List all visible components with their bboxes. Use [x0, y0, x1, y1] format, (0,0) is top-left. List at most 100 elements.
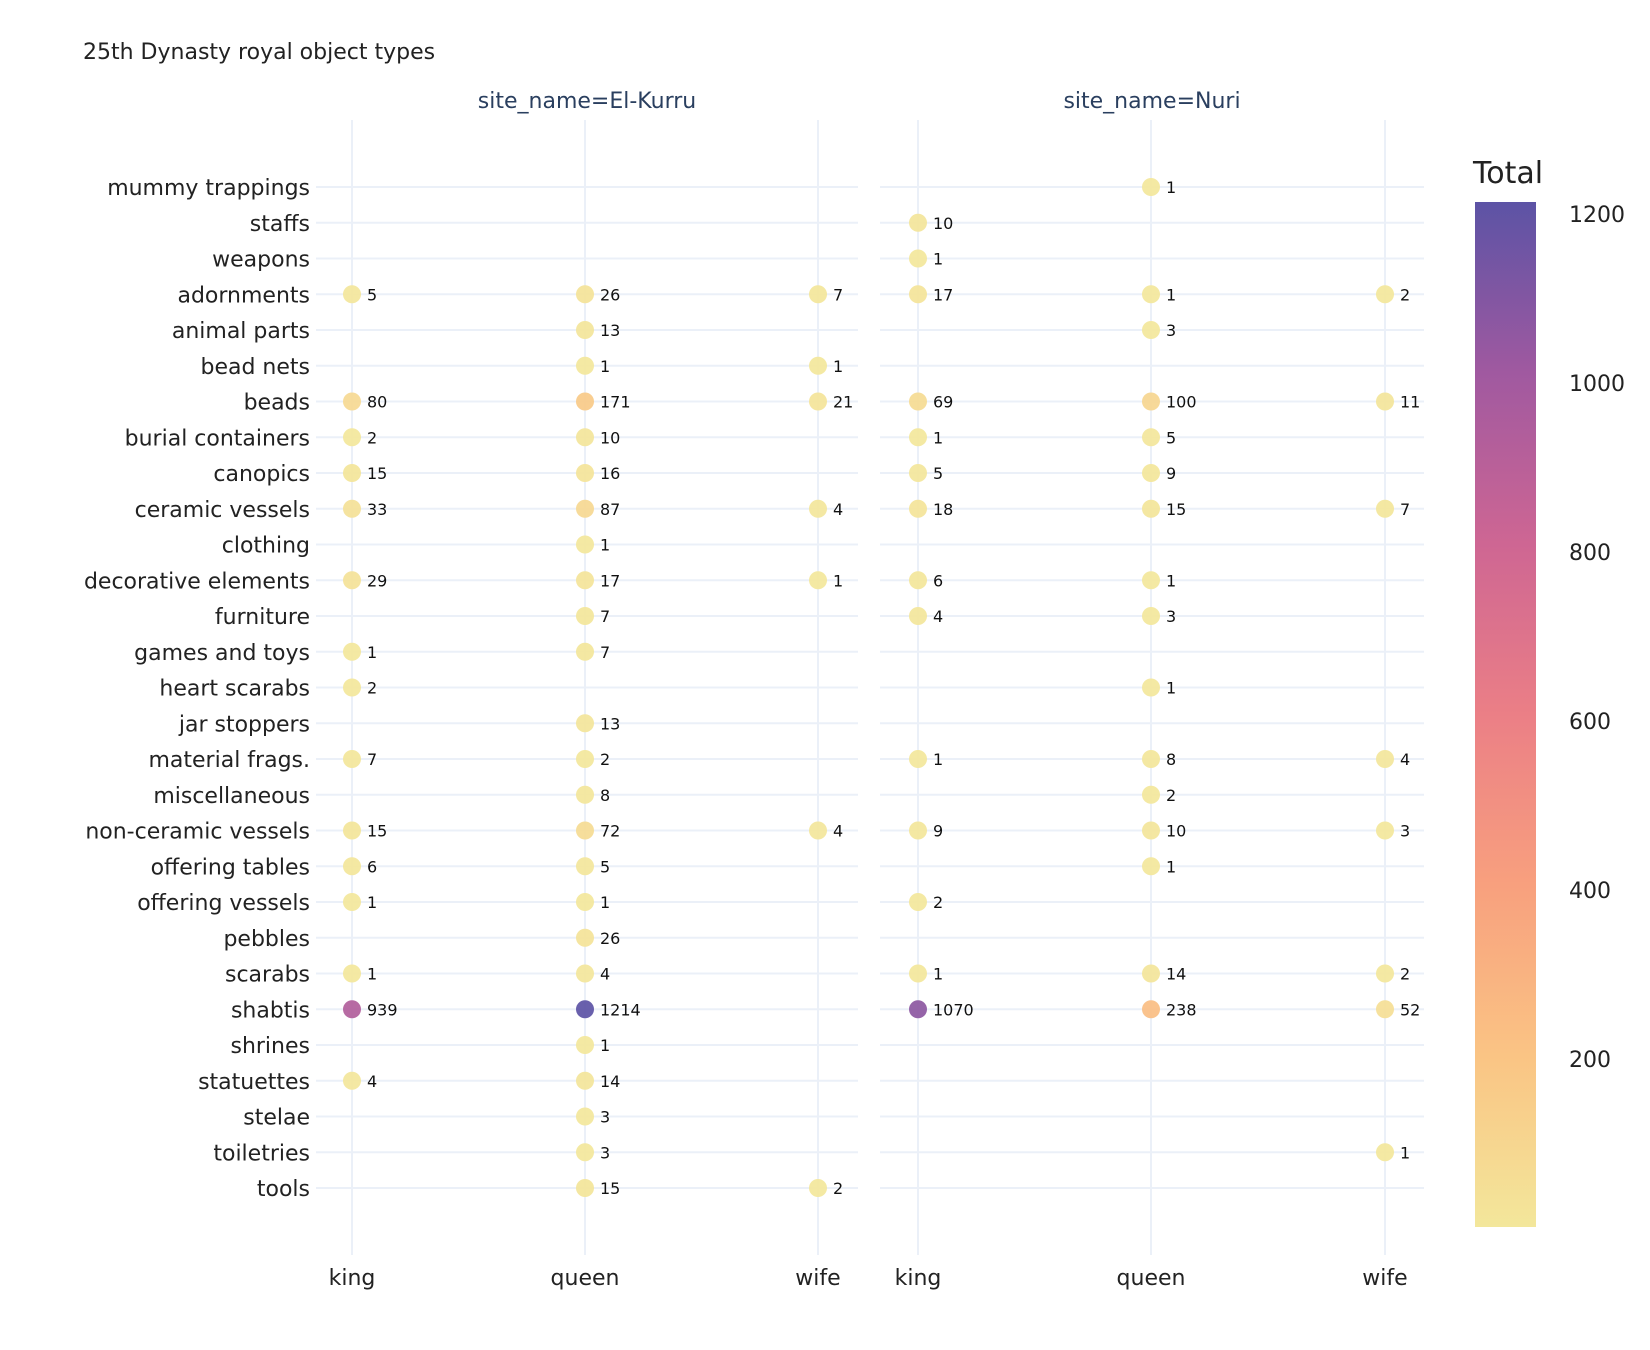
- y-tick-jar-stoppers: jar stoppers: [178, 712, 310, 737]
- colorbar-tick-800: 800: [1569, 541, 1611, 566]
- colorbar-tick-600: 600: [1569, 710, 1611, 735]
- y-tick-heart-scarabs: heart scarabs: [159, 677, 310, 702]
- x-tick-wife-1: wife: [795, 1266, 840, 1291]
- label-ceramic-vessels-king-1: 33: [367, 500, 387, 519]
- label-adornments-wife-1: 7: [833, 285, 843, 304]
- marker-weapons-king-2: [909, 249, 927, 268]
- marker-furniture-king-2: [909, 607, 927, 625]
- marker-non-ceramic-vessels-wife-1: [809, 821, 827, 840]
- y-tick-games-and-toys: games and toys: [134, 641, 310, 666]
- label-staffs-king-2: 10: [933, 214, 953, 233]
- label-ceramic-vessels-wife-2: 7: [1400, 500, 1410, 519]
- label-adornments-queen-1: 26: [600, 285, 620, 304]
- marker-material-frags-king-2: [909, 750, 927, 768]
- y-tick-staffs: staffs: [250, 212, 310, 237]
- y-tick-miscellaneous: miscellaneous: [153, 784, 310, 809]
- y-tick-offering-vessels: offering vessels: [137, 891, 310, 916]
- label-games-and-toys-king-1: 1: [367, 643, 377, 662]
- marker-ceramic-vessels-king-2: [909, 499, 927, 518]
- marker-heart-scarabs-king-1: [343, 678, 361, 697]
- marker-material-frags-wife-2: [1376, 750, 1394, 768]
- marker-toiletries-queen-1: [576, 1143, 594, 1162]
- label-shabtis-king-2: 1070: [933, 1000, 974, 1019]
- y-tick-beads: beads: [244, 391, 310, 416]
- label-offering-vessels-king-2: 2: [933, 893, 943, 912]
- marker-shabtis-king-2: [909, 1000, 927, 1019]
- label-canopics-king-2: 5: [933, 464, 943, 483]
- label-decorative-elements-wife-1: 1: [833, 571, 843, 590]
- label-stelae-queen-1: 3: [600, 1108, 610, 1127]
- marker-ceramic-vessels-queen-1: [576, 499, 594, 518]
- x-tick-wife-2: wife: [1362, 1266, 1407, 1291]
- label-bead-nets-wife-1: 1: [833, 357, 843, 376]
- label-ceramic-vessels-wife-1: 4: [833, 500, 843, 519]
- marker-staffs-king-2: [909, 213, 927, 232]
- x-tick-king-2: king: [895, 1266, 942, 1291]
- label-material-frags-queen-1: 2: [600, 750, 610, 769]
- label-non-ceramic-vessels-king-1: 15: [367, 822, 387, 841]
- y-tick-statuettes: statuettes: [198, 1070, 310, 1095]
- marker-non-ceramic-vessels-wife-2: [1376, 821, 1394, 840]
- facet-titles: site_name=El-Kurru site_name=Nuri: [478, 89, 1241, 114]
- label-beads-queen-2: 100: [1166, 393, 1197, 412]
- label-statuettes-king-1: 4: [367, 1072, 377, 1091]
- facet-title-1: site_name=El-Kurru: [478, 89, 696, 114]
- marker-offering-tables-queen-2: [1142, 857, 1160, 876]
- label-pebbles-queen-1: 26: [600, 929, 620, 948]
- marker-decorative-elements-queen-1: [576, 571, 594, 590]
- label-non-ceramic-vessels-wife-1: 4: [833, 822, 843, 841]
- marker-decorative-elements-king-1: [343, 571, 361, 590]
- marker-shrines-queen-1: [576, 1036, 594, 1054]
- marker-ceramic-vessels-king-1: [343, 499, 361, 518]
- marker-adornments-queen-2: [1142, 285, 1160, 304]
- marker-non-ceramic-vessels-king-2: [909, 821, 927, 840]
- marker-decorative-elements-wife-1: [809, 571, 827, 590]
- marker-heart-scarabs-queen-2: [1142, 678, 1160, 697]
- chart-title: 25th Dynasty royal object types: [83, 40, 435, 65]
- label-non-ceramic-vessels-king-2: 9: [933, 822, 943, 841]
- marker-games-and-toys-queen-1: [576, 642, 594, 661]
- label-adornments-king-2: 17: [933, 285, 953, 304]
- marker-bead-nets-queen-1: [576, 356, 594, 375]
- marker-canopics-king-2: [909, 464, 927, 482]
- colorbar-ticks: 200 400 600 800 1000 1200: [1569, 203, 1625, 1073]
- label-non-ceramic-vessels-queen-2: 10: [1166, 822, 1186, 841]
- marker-clothing-queen-1: [576, 535, 594, 554]
- y-tick-burial-containers: burial containers: [125, 426, 310, 451]
- label-shabtis-queen-1: 1214: [600, 1000, 641, 1019]
- marker-adornments-wife-1: [809, 285, 827, 304]
- label-toiletries-wife-2: 1: [1400, 1143, 1410, 1162]
- y-tick-mummy-trappings: mummy trappings: [107, 176, 310, 201]
- marker-burial-containers-queen-2: [1142, 428, 1160, 447]
- label-offering-vessels-queen-1: 1: [600, 893, 610, 912]
- marker-burial-containers-queen-1: [576, 428, 594, 447]
- marker-adornments-wife-2: [1376, 285, 1394, 304]
- x-axis-tick-labels: king queen wife king queen wife: [329, 1266, 1408, 1291]
- label-statuettes-queen-1: 14: [600, 1072, 620, 1091]
- marker-beads-queen-2: [1142, 392, 1160, 411]
- marker-canopics-queen-2: [1142, 464, 1160, 482]
- marker-beads-wife-1: [809, 392, 827, 411]
- label-offering-tables-queen-2: 1: [1166, 857, 1176, 876]
- marker-non-ceramic-vessels-queen-2: [1142, 821, 1160, 840]
- marker-miscellaneous-queen-2: [1142, 785, 1160, 804]
- y-tick-bead-nets: bead nets: [200, 355, 310, 380]
- marker-toiletries-wife-2: [1376, 1143, 1394, 1162]
- marker-beads-king-2: [909, 392, 927, 411]
- marker-scarabs-king-1: [343, 964, 361, 983]
- label-offering-tables-king-1: 6: [367, 857, 377, 876]
- marker-ceramic-vessels-queen-2: [1142, 499, 1160, 518]
- label-miscellaneous-queen-1: 8: [600, 786, 610, 805]
- marker-offering-vessels-king-2: [909, 893, 927, 911]
- marker-mummy-trappings-queen-2: [1142, 178, 1160, 196]
- marker-beads-wife-2: [1376, 392, 1394, 411]
- label-tools-queen-1: 15: [600, 1179, 620, 1198]
- marker-furniture-queen-1: [576, 607, 594, 625]
- label-games-and-toys-queen-1: 7: [600, 643, 610, 662]
- y-tick-shabtis: shabtis: [231, 998, 310, 1023]
- marker-material-frags-king-1: [343, 750, 361, 768]
- x-tick-king-1: king: [329, 1266, 376, 1291]
- label-decorative-elements-queen-1: 17: [600, 571, 620, 590]
- marker-scarabs-wife-2: [1376, 964, 1394, 983]
- marker-material-frags-queen-2: [1142, 750, 1160, 768]
